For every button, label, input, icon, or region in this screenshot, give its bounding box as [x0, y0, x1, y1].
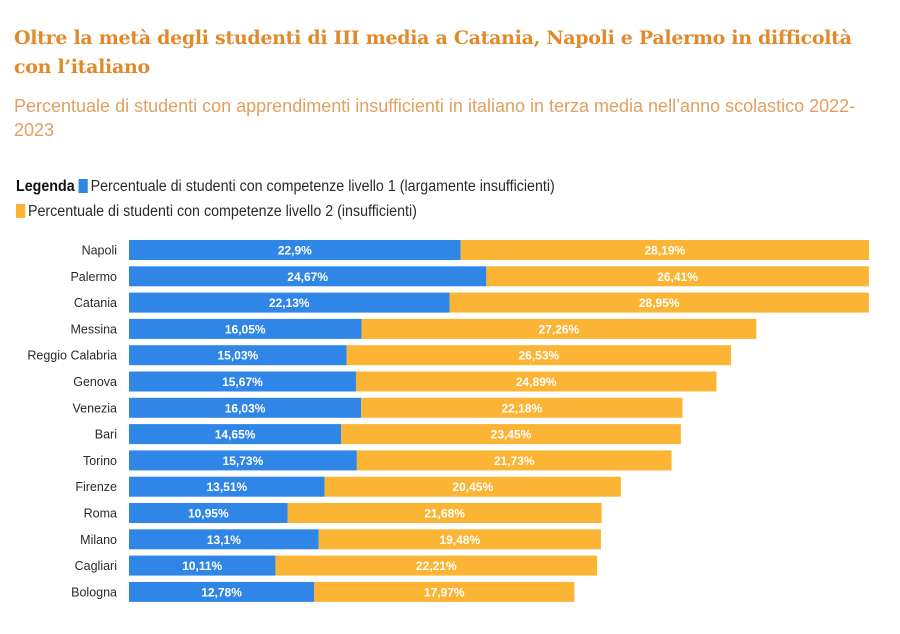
category-label: Bologna	[71, 585, 117, 599]
legend-row-2: Percentuale di studenti con competenze l…	[16, 199, 807, 224]
bar-row: Roma 10,95% 21,68%	[84, 503, 602, 523]
legend-label: Legenda	[16, 178, 75, 195]
bar-segment-level-1	[129, 240, 461, 260]
stacked-bar-chart: Napoli 22,9% 28,19% Palermo 24,67% 26,41% Cata…	[27, 240, 869, 602]
data-label-level-1: 10,95%	[188, 507, 229, 521]
bar-segment-level-2	[275, 555, 598, 576]
bar-row: Bologna 12,78% 17,97%	[71, 581, 575, 602]
bar-row: Milano 13,1% 19,48%	[80, 529, 601, 550]
bar-segment-level-1	[129, 266, 487, 287]
chart-title: Oltre la metà degli studenti di III medi…	[14, 27, 852, 78]
bar-row: Messina 16,05% 27,26%	[70, 318, 757, 339]
data-label-level-1: 15,67%	[222, 375, 263, 389]
data-label-level-1: 22,9%	[278, 244, 312, 258]
category-label: Messina	[70, 322, 117, 336]
category-label: Venezia	[73, 401, 118, 415]
bar-row: Bari 14,65% 23,45%	[95, 424, 681, 445]
data-label-level-2: 20,45%	[452, 480, 493, 494]
bar-row: Catania 22,13% 28,95%	[74, 292, 869, 313]
bar-segment-level-1	[129, 503, 288, 523]
bar-row: Napoli 22,9% 28,19%	[82, 240, 869, 260]
data-label-level-2: 19,48%	[439, 533, 480, 547]
bar-segment-level-2	[314, 581, 575, 602]
data-label-level-1: 12,78%	[201, 585, 242, 599]
bar-segment-level-2	[361, 318, 757, 339]
data-label-level-1: 13,1%	[207, 533, 241, 547]
data-label-level-1: 10,11%	[182, 559, 222, 573]
legend-swatch-level-1	[78, 179, 88, 193]
category-label: Genova	[73, 375, 117, 389]
data-label-level-2: 22,18%	[501, 401, 542, 415]
bar-segment-level-2	[356, 450, 672, 471]
data-label-level-1: 16,05%	[225, 322, 266, 336]
data-label-level-1: 13,51%	[206, 480, 247, 494]
bar-segment-level-2	[341, 424, 681, 445]
data-label-level-2: 27,26%	[539, 322, 580, 336]
bar-segment-level-1	[129, 424, 342, 445]
data-label-level-2: 23,45%	[491, 428, 532, 442]
data-label-level-1: 15,03%	[217, 349, 258, 363]
data-label-level-1: 15,73%	[223, 454, 264, 468]
category-label: Bari	[95, 428, 117, 442]
legend-item-level-1: Percentuale di studenti con competenze l…	[90, 178, 555, 195]
bar-segment-level-2	[361, 397, 683, 418]
category-label: Reggio Calabria	[27, 349, 117, 363]
category-label: Torino	[83, 454, 117, 468]
bar-segment-level-1	[129, 292, 450, 313]
category-label: Catania	[74, 296, 117, 310]
category-label: Napoli	[82, 244, 117, 258]
category-label: Milano	[80, 533, 117, 547]
legend-swatch-level-2	[16, 204, 26, 218]
bar-segment-level-1	[129, 555, 276, 576]
data-label-level-1: 24,67%	[287, 270, 328, 284]
bar-row: Venezia 16,03% 22,18%	[73, 397, 683, 418]
bar-row: Palermo 24,67% 26,41%	[70, 266, 869, 287]
data-label-level-2: 28,95%	[639, 296, 680, 310]
bar-segment-level-2	[355, 371, 717, 392]
bar-segment-level-2	[324, 476, 621, 497]
bar-segment-level-1	[129, 318, 362, 339]
data-label-level-2: 26,41%	[657, 270, 698, 284]
legend-row-1: Legenda Percentuale di studenti con comp…	[16, 174, 807, 199]
bar-row: Torino 15,73% 21,73%	[83, 450, 672, 471]
bar-segment-level-2	[318, 529, 601, 550]
category-label: Palermo	[70, 270, 117, 284]
legend: Legenda Percentuale di studenti con comp…	[16, 174, 807, 224]
bar-segment-level-2	[287, 503, 602, 523]
category-label: Roma	[84, 507, 117, 521]
data-label-level-2: 21,68%	[424, 507, 465, 521]
bar-row: Genova 15,67% 24,89%	[73, 371, 717, 392]
data-label-level-2: 22,21%	[416, 559, 457, 573]
bar-row: Reggio Calabria 15,03% 26,53%	[27, 345, 731, 366]
data-label-level-2: 24,89%	[516, 375, 557, 389]
data-label-level-2: 17,97%	[424, 585, 465, 599]
bar-segment-level-2	[346, 345, 731, 366]
bar-segment-level-1	[129, 397, 362, 418]
bar-segment-level-1	[129, 371, 356, 392]
bar-row: Firenze 13,51% 20,45%	[75, 476, 621, 497]
bar-row: Cagliari 10,11% 22,21%	[75, 555, 598, 576]
bar-segment-level-1	[129, 529, 319, 550]
category-label: Cagliari	[75, 559, 117, 573]
bar-segment-level-1	[129, 581, 315, 602]
bar-segment-level-2	[449, 292, 869, 313]
bar-segment-level-1	[129, 476, 325, 497]
bar-segment-level-1	[129, 450, 357, 471]
chart-subtitle: Percentuale di studenti con apprendiment…	[14, 96, 856, 140]
data-label-level-1: 14,65%	[215, 428, 256, 442]
data-label-level-2: 28,19%	[644, 244, 685, 258]
data-label-level-2: 21,73%	[494, 454, 535, 468]
bar-segment-level-2	[460, 240, 869, 260]
bar-segment-level-1	[129, 345, 347, 366]
bar-segment-level-2	[486, 266, 869, 287]
category-label: Firenze	[75, 480, 117, 494]
data-label-level-2: 26,53%	[518, 349, 559, 363]
data-label-level-1: 22,13%	[269, 296, 310, 310]
data-label-level-1: 16,03%	[225, 401, 266, 415]
legend-item-level-2: Percentuale di studenti con competenze l…	[27, 203, 417, 220]
